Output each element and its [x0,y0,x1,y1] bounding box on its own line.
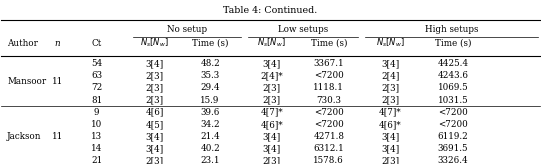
Text: 1118.1: 1118.1 [313,83,344,92]
Text: 9: 9 [94,108,100,117]
Text: 40.2: 40.2 [200,144,220,153]
Text: 2[3]: 2[3] [262,156,281,164]
Text: 4271.8: 4271.8 [313,132,344,141]
Text: 4[7]*: 4[7]* [260,108,283,117]
Text: Ct: Ct [91,39,102,48]
Text: <7200: <7200 [314,108,344,117]
Text: 72: 72 [91,83,102,92]
Text: 14: 14 [91,144,102,153]
Text: 2[3]: 2[3] [146,96,163,105]
Text: 21.4: 21.4 [200,132,220,141]
Text: 4425.4: 4425.4 [437,59,469,68]
Text: 4243.6: 4243.6 [437,71,469,80]
Text: 13: 13 [91,132,102,141]
Text: 3[4]: 3[4] [146,132,163,141]
Text: 730.3: 730.3 [316,96,341,105]
Text: 4[6]: 4[6] [146,108,164,117]
Text: 2[3]: 2[3] [146,83,163,92]
Text: <7200: <7200 [314,120,344,129]
Text: n: n [55,39,60,48]
Text: Jackson: Jackson [7,132,42,141]
Text: 2[3]: 2[3] [381,156,399,164]
Text: Time (s): Time (s) [434,39,471,48]
Text: 3[4]: 3[4] [262,144,281,153]
Text: Table 4: Continued.: Table 4: Continued. [223,6,318,15]
Text: 34.2: 34.2 [200,120,220,129]
Text: 48.2: 48.2 [200,59,220,68]
Text: Time (s): Time (s) [192,39,228,48]
Text: 3367.1: 3367.1 [313,59,344,68]
Text: 6312.1: 6312.1 [313,144,344,153]
Text: 2[4]: 2[4] [381,71,399,80]
Text: 3691.5: 3691.5 [438,144,468,153]
Text: 15.9: 15.9 [200,96,220,105]
Text: 21: 21 [91,156,102,164]
Text: <7200: <7200 [314,71,344,80]
Text: 3[4]: 3[4] [381,132,399,141]
Text: 4[6]*: 4[6]* [379,120,401,129]
Text: 1578.6: 1578.6 [313,156,344,164]
Text: 2[3]: 2[3] [146,156,163,164]
Text: 3[4]: 3[4] [262,59,281,68]
Text: High setups: High setups [425,25,478,34]
Text: 2[3]: 2[3] [381,96,399,105]
Text: 11: 11 [52,132,63,141]
Text: 3[4]: 3[4] [381,59,399,68]
Text: Mansoor: Mansoor [7,77,47,86]
Text: 3326.4: 3326.4 [438,156,469,164]
Text: 1069.5: 1069.5 [438,83,468,92]
Text: Low setups: Low setups [278,25,328,34]
Text: 81: 81 [91,96,102,105]
Text: Author: Author [7,39,38,48]
Text: 2[3]: 2[3] [262,83,281,92]
Text: 2[3]: 2[3] [381,83,399,92]
Text: $N_s[N_w]$: $N_s[N_w]$ [140,37,169,50]
Text: 54: 54 [91,59,102,68]
Text: 4[5]: 4[5] [146,120,163,129]
Text: 3[4]: 3[4] [146,59,163,68]
Text: 4[7]*: 4[7]* [379,108,401,117]
Text: 3[4]: 3[4] [146,144,163,153]
Text: No setup: No setup [167,25,207,34]
Text: 3[4]: 3[4] [381,144,399,153]
Text: 10: 10 [91,120,102,129]
Text: 2[3]: 2[3] [262,96,281,105]
Text: 29.4: 29.4 [200,83,220,92]
Text: 1031.5: 1031.5 [438,96,468,105]
Text: 63: 63 [91,71,102,80]
Text: 2[4]*: 2[4]* [260,71,283,80]
Text: <7200: <7200 [438,108,468,117]
Text: 2[3]: 2[3] [146,71,163,80]
Text: 6119.2: 6119.2 [438,132,469,141]
Text: Time (s): Time (s) [311,39,347,48]
Text: <7200: <7200 [438,120,468,129]
Text: 35.3: 35.3 [200,71,220,80]
Text: $N_s[N_w]$: $N_s[N_w]$ [257,37,286,50]
Text: $N_s[N_w]$: $N_s[N_w]$ [376,37,405,50]
Text: 4[6]*: 4[6]* [260,120,283,129]
Text: 11: 11 [52,77,63,86]
Text: 39.6: 39.6 [200,108,220,117]
Text: 23.1: 23.1 [200,156,220,164]
Text: 3[4]: 3[4] [262,132,281,141]
